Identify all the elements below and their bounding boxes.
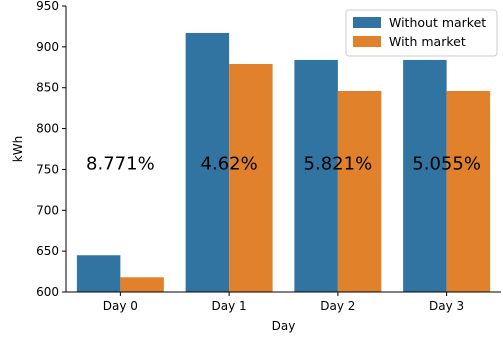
bar-without-market-0 (76, 255, 121, 292)
bar-with-market-0 (120, 277, 164, 292)
bars (76, 32, 491, 293)
y-tick-label-950: 950 (36, 0, 59, 13)
y-tick-label-800: 800 (36, 122, 59, 136)
x-tick-label-0: Day 0 (103, 299, 138, 313)
annotations: 8.771% 4.62% 5.821% 5.055% (86, 154, 481, 175)
annotation-1: 4.62% (201, 154, 258, 175)
legend-box (345, 9, 498, 57)
bar-with-market-2 (337, 90, 382, 293)
bar-with-market-3 (446, 90, 491, 293)
x-tick-label-3: Day 3 (429, 299, 464, 313)
legend-with-market-label: With market (389, 34, 466, 49)
y-tick-label-600: 600 (36, 285, 59, 299)
annotation-0: 8.771% (86, 154, 155, 175)
bar-without-market-1 (185, 32, 230, 293)
legend-with-market-swatch (353, 36, 381, 47)
legend-without-market-label: Without market (389, 15, 486, 30)
y-tick-label-700: 700 (36, 203, 59, 217)
annotation-2: 5.821% (304, 154, 373, 175)
y-tick-label-850: 850 (36, 81, 59, 95)
x-axis-title: Day (272, 319, 296, 333)
annotation-3: 5.055% (412, 154, 481, 175)
y-tick-label-750: 750 (36, 162, 59, 176)
legend: Without market With market (345, 9, 498, 57)
bar-without-market-2 (294, 59, 338, 292)
axes: 600 650 700 750 800 850 900 950 Day 0 Day 1 Day 2 D… (36, 0, 501, 313)
y-tick-label-650: 650 (36, 244, 59, 258)
bar-with-market-1 (229, 64, 273, 292)
bar-without-market-3 (403, 59, 447, 292)
legend-without-market-swatch (353, 17, 381, 28)
y-tick-label-900: 900 (36, 40, 59, 54)
y-axis-title: kWh (11, 136, 25, 162)
x-tick-label-1: Day 1 (212, 299, 247, 313)
x-tick-label-2: Day 2 (320, 299, 355, 313)
